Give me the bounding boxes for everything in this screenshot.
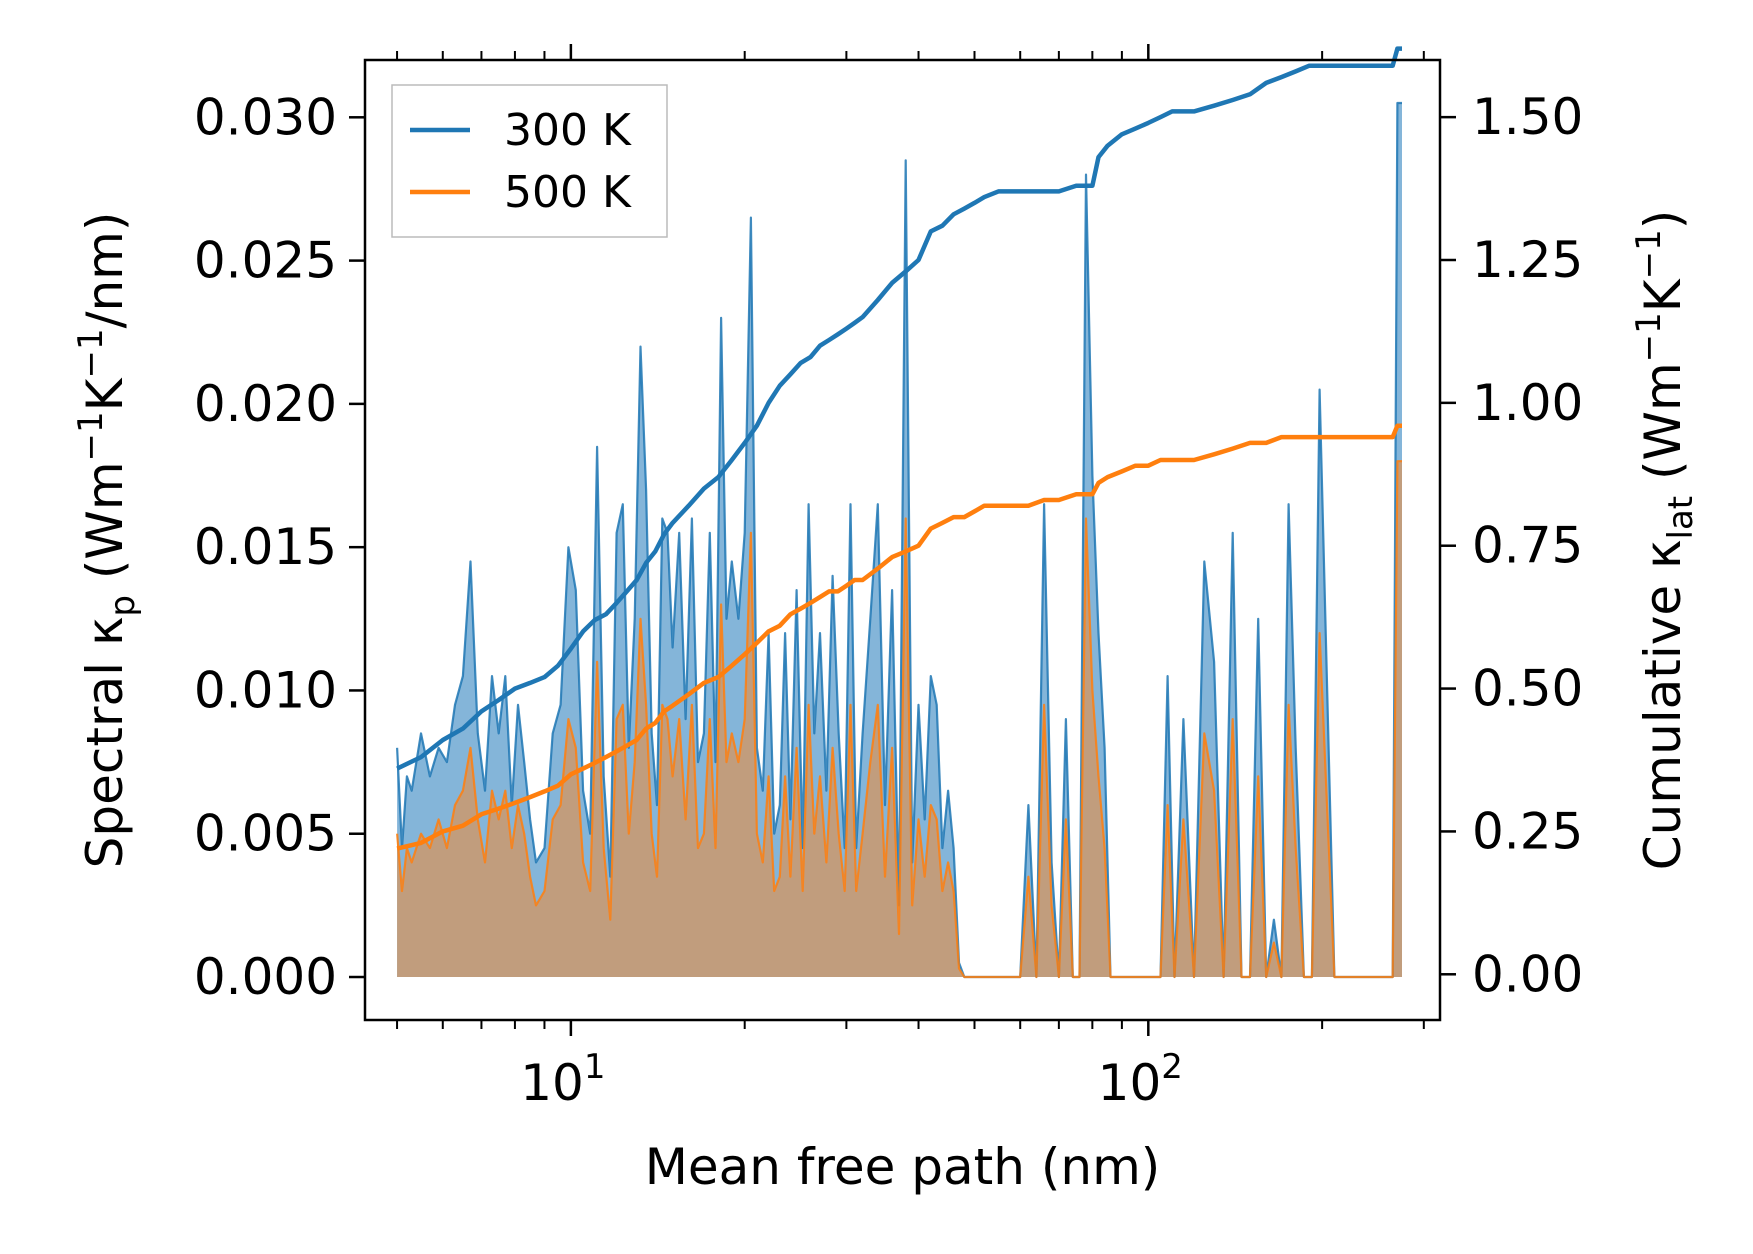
y2-tick-label-1: 0.25 (1472, 802, 1583, 860)
y2-tick-label-4: 1.00 (1472, 374, 1583, 432)
y-axis-label-sup1: −1 (71, 411, 111, 461)
cumulative-line-1 (396, 423, 1402, 851)
x-tick-exponent: 1 (584, 1047, 606, 1087)
legend-box (391, 84, 668, 238)
y-tick-label-6: 0.030 (194, 88, 337, 146)
legend: 300 K 500 K (391, 84, 668, 238)
cumulative-lines (396, 46, 1402, 851)
legend-label-300k: 300 K (504, 105, 632, 156)
y2-axis-label-k: K (1634, 278, 1692, 312)
plot-frame (363, 58, 1442, 1022)
y2-tick-label-2: 0.50 (1472, 660, 1583, 718)
y-tick-label-4: 0.020 (194, 375, 337, 433)
tick-labels: 0.000 0.005 0.010 0.015 0.020 0.025 0.030 0.00 0… (194, 88, 1583, 1112)
x-tick-label-1: 102 (1098, 1047, 1183, 1112)
y2-tick-label-3: 0.75 (1472, 517, 1583, 575)
tick-marks (349, 44, 1456, 1036)
y-tick-label-3: 0.015 (194, 518, 337, 576)
y-tick-label-5: 0.025 (194, 232, 337, 290)
y-tick-label-1: 0.005 (194, 805, 337, 863)
y2-axis-label-tail: ) (1634, 210, 1692, 230)
spectral-lines (396, 101, 1402, 979)
spectral-line-0 (396, 101, 1402, 979)
y-axis-label: Spectral κp (Wm−1K−1/nm) (71, 212, 143, 869)
x-axis-label: Mean free path (nm) (645, 1138, 1161, 1196)
y2-axis-label-unit: (Wm (1634, 362, 1692, 496)
y-axis-label-sub: p (103, 595, 143, 617)
y2-axis-label: Cumulative κlat (Wm−1K−1) (1629, 210, 1701, 870)
y2-axis-label-main: Cumulative κ (1634, 539, 1692, 870)
x-tick-exponent: 2 (1161, 1047, 1183, 1087)
y2-axis-label-sup1: −1 (1629, 312, 1669, 362)
spectral-fill-1 (397, 461, 1403, 977)
y-tick-label-2: 0.010 (194, 661, 337, 719)
y-axis-label-sup2: −1 (71, 328, 111, 378)
y-axis-label-unit: (Wm (76, 461, 134, 595)
y-axis-label-main: Spectral κ (76, 617, 134, 869)
y2-tick-label-6: 1.50 (1472, 88, 1583, 146)
y2-tick-label-5: 1.25 (1472, 231, 1583, 289)
x-tick-base: 10 (520, 1054, 584, 1112)
y2-axis-label-sub: lat (1661, 496, 1701, 540)
x-tick-base: 10 (1098, 1054, 1162, 1112)
spectral-line-1 (396, 460, 1402, 979)
y-axis-label-tail: /nm) (76, 212, 134, 329)
y-tick-label-0: 0.000 (194, 948, 337, 1006)
cumulative-line-0 (396, 46, 1402, 771)
y2-tick-label-0: 0.00 (1472, 945, 1583, 1003)
y2-axis-label-sup2: −1 (1629, 229, 1669, 279)
x-tick-label-0: 101 (520, 1047, 605, 1112)
y-axis-label-k: K (76, 377, 134, 411)
legend-label-500k: 500 K (504, 167, 632, 218)
